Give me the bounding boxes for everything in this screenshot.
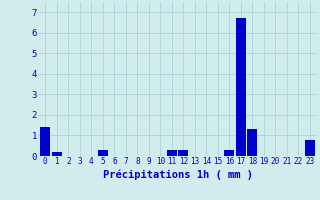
Bar (247, 129, 257, 156)
Bar (224, 150, 234, 156)
Bar (98, 150, 108, 156)
Bar (179, 150, 188, 156)
Bar (40, 127, 50, 156)
Bar (305, 140, 315, 156)
X-axis label: Précipitations 1h ( mm ): Précipitations 1h ( mm ) (103, 169, 252, 180)
Bar (236, 18, 246, 156)
Bar (167, 150, 177, 156)
Bar (52, 152, 62, 156)
